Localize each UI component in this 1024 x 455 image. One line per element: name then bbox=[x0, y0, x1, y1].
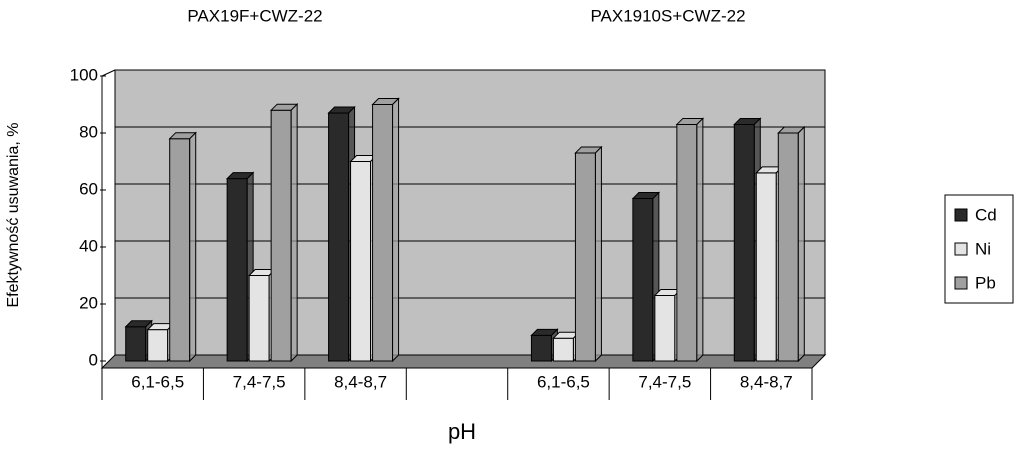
bar bbox=[676, 123, 698, 362]
x-tick-label: 8,4-8,7 bbox=[334, 372, 387, 391]
bar bbox=[654, 294, 676, 362]
bar bbox=[733, 123, 755, 362]
y-axis-depth bbox=[101, 69, 116, 77]
bar bbox=[226, 178, 248, 362]
y-axis-label: Efektywność usuwania, % bbox=[5, 123, 22, 308]
y-tick-label: 0 bbox=[89, 350, 98, 369]
bar-side bbox=[189, 131, 197, 363]
bar-side bbox=[696, 117, 704, 363]
bar bbox=[270, 109, 292, 362]
legend-label: Pb bbox=[975, 273, 996, 292]
plot-wall bbox=[114, 69, 826, 356]
bar-side bbox=[594, 145, 602, 363]
bar bbox=[328, 112, 350, 362]
y-tick-label: 100 bbox=[70, 65, 98, 84]
x-tick-label: 8,4-8,7 bbox=[740, 372, 793, 391]
bar bbox=[574, 152, 596, 362]
bar-side bbox=[797, 125, 805, 363]
legend-swatch bbox=[954, 208, 968, 222]
bar bbox=[755, 172, 777, 362]
bar-side bbox=[392, 97, 400, 363]
bar bbox=[248, 275, 270, 362]
y-tick-label: 80 bbox=[79, 122, 98, 141]
bar bbox=[777, 132, 799, 362]
x-tick-label: 6,1-6,5 bbox=[131, 372, 184, 391]
legend-label: Ni bbox=[975, 239, 991, 258]
x-axis-label: pH bbox=[448, 419, 476, 444]
bar bbox=[169, 138, 191, 362]
bar bbox=[552, 337, 574, 362]
bar bbox=[632, 198, 654, 362]
bar bbox=[530, 334, 552, 362]
bar bbox=[125, 326, 147, 362]
annotation: PAX1910S+CWZ-22 bbox=[590, 6, 745, 25]
y-tick-label: 60 bbox=[79, 179, 98, 198]
bar-side bbox=[290, 102, 298, 363]
plot-floor bbox=[100, 354, 827, 369]
legend-swatch bbox=[954, 242, 968, 256]
bar bbox=[147, 329, 169, 362]
y-tick-label: 40 bbox=[79, 236, 98, 255]
bar bbox=[372, 104, 394, 362]
x-tick-label: 7,4-7,5 bbox=[638, 372, 691, 391]
legend-label: Cd bbox=[975, 205, 997, 224]
y-tick-label: 20 bbox=[79, 293, 98, 312]
legend-swatch bbox=[954, 276, 968, 290]
x-tick-label: 7,4-7,5 bbox=[233, 372, 286, 391]
annotation: PAX19F+CWZ-22 bbox=[187, 6, 322, 25]
x-tick-label: 6,1-6,5 bbox=[537, 372, 590, 391]
bar bbox=[350, 161, 372, 362]
